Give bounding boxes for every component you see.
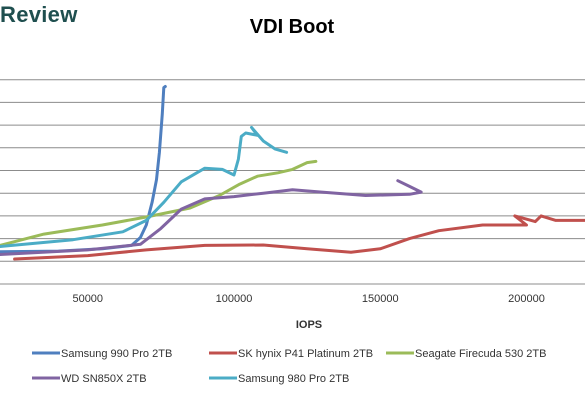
legend: Samsung 990 Pro 2TB SK hynix P41 Platinum… <box>32 348 546 385</box>
x-tick-label: 100000 <box>216 293 253 305</box>
watermark-text: Review <box>0 2 78 27</box>
legend-label: SK hynix P41 Platinum 2TB <box>238 348 373 360</box>
legend-label: Seagate Firecuda 530 2TB <box>415 348 546 360</box>
x-tick-label: 200000 <box>508 293 545 305</box>
series-line <box>0 159 318 247</box>
series-line <box>0 125 289 248</box>
series-lines <box>0 85 585 261</box>
chart-title: VDI Boot <box>250 16 335 38</box>
x-axis-label: IOPS <box>296 319 322 331</box>
x-tick-labels: 50000 100000 150000 200000 <box>72 293 544 305</box>
legend-label: Samsung 980 Pro 2TB <box>238 373 349 385</box>
legend-label: Samsung 990 Pro 2TB <box>61 348 172 360</box>
legend-label: WD SN850X 2TB <box>61 373 147 385</box>
gridlines <box>0 79 585 285</box>
x-tick-label: 50000 <box>72 293 103 305</box>
series-line <box>13 214 585 261</box>
x-tick-label: 150000 <box>362 293 399 305</box>
series-line <box>0 179 423 256</box>
